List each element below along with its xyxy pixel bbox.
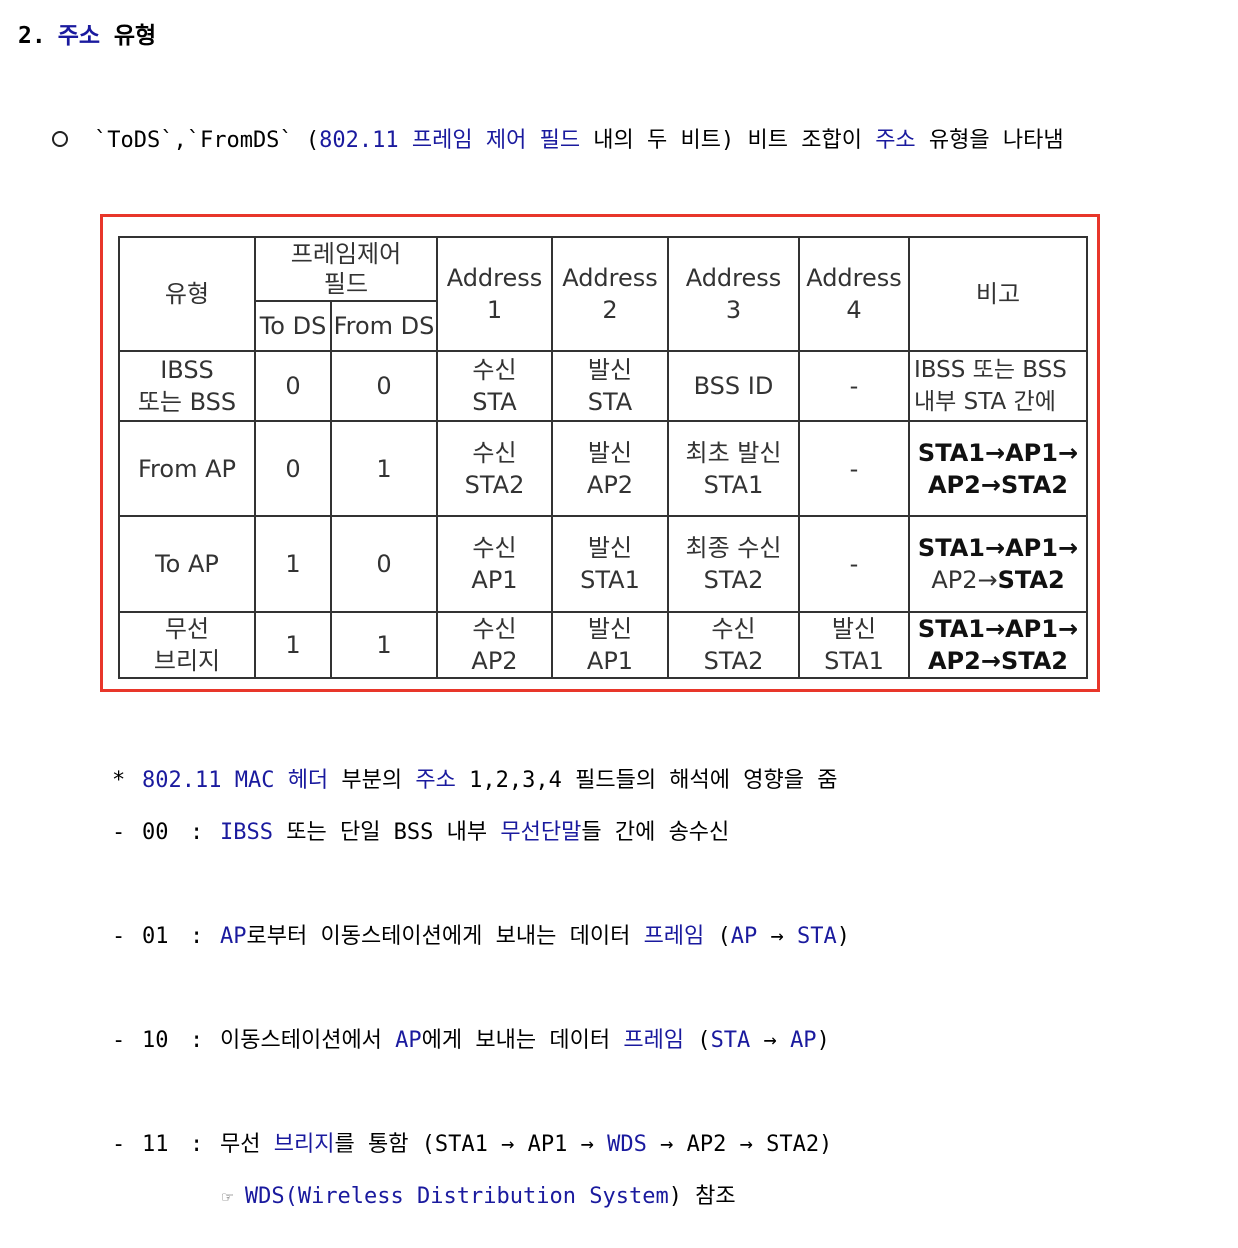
note-11-line: -11: 무선 브리지를 통함 (STA1 → AP1 → WDS → AP2 →… [112, 1132, 833, 1157]
section-heading: 2. 주소 유형 [18, 16, 156, 50]
header-frame-control: 프레임제어 필드 [254, 236, 438, 302]
cell-type: 무선 브리지 [118, 611, 256, 679]
header-row: 유형 프레임제어 필드 Address 1 Address 2 Address 3 Ad… [118, 236, 1088, 352]
cell-type: To AP [118, 515, 256, 613]
cell-from-ds: 0 [330, 515, 438, 613]
cell-to-ds: 0 [254, 350, 332, 422]
cell-address-2: 발신 STA [551, 350, 669, 422]
cell-address-2: 발신 STA1 [551, 515, 669, 613]
address-type-table: 유형 프레임제어 필드 Address 1 Address 2 Address 3 Ad… [118, 236, 1088, 679]
header-address-2: Address 2 [551, 236, 669, 352]
cell-type: IBSS 또는 BSS [118, 350, 256, 422]
header-subrow: To DS From DS [119, 300, 1087, 352]
heading-keyword: 주소 [57, 23, 101, 49]
header-address-4: Address 4 [798, 236, 910, 352]
wds-link[interactable]: WDS(Wireless Distribution System [244, 1184, 669, 1209]
wds-reference-line: ☞ WDS(Wireless Distribution System) 참조 [222, 1184, 736, 1209]
cell-address-4: - [798, 515, 910, 613]
table-row: To AP 1 0 수신 AP1 발신 STA1 최종 수신 STA2 - STA1→… [118, 515, 1088, 613]
cell-remark: STA1→AP1→ AP2→STA2 [908, 420, 1088, 517]
cell-address-2: 발신 AP2 [551, 420, 669, 517]
cell-address-4: - [798, 350, 910, 422]
pointing-hand-icon: ☞ [222, 1187, 233, 1208]
header-type: 유형 [118, 236, 256, 352]
cell-from-ds: 1 [330, 611, 438, 679]
table-row: 무선 브리지 1 1 수신 AP2 발신 AP1 수신 STA2 발신 STA1 STA1… [118, 611, 1088, 679]
cell-to-ds: 0 [254, 420, 332, 517]
table-figure-frame: 유형 프레임제어 필드 Address 1 Address 2 Address 3 Ad… [100, 214, 1100, 692]
bullet-keyword-2: 주소 [875, 128, 916, 153]
header-to-ds: To DS [254, 300, 332, 352]
circle-bullet-icon [52, 131, 68, 147]
cell-remark: IBSS 또는 BSS 내부 STA 간에 [908, 350, 1088, 422]
cell-address-4: - [798, 420, 910, 517]
note-00-line: -00: IBSS 또는 단일 BSS 내부 무선단말들 간에 송수신 [112, 820, 730, 845]
cell-address-3: 최초 발신 STA1 [667, 420, 800, 517]
bullet-text-3: 유형을 나타냄 [915, 128, 1064, 153]
cell-address-4: 발신 STA1 [798, 611, 910, 679]
note-10-line: -10: 이동스테이션에서 AP에게 보내는 데이터 프레임 (STA → AP) [112, 1028, 830, 1053]
header-address-3: Address 3 [667, 236, 800, 352]
note-star-line: * 802.11 MAC 헤더 부분의 주소 1,2,3,4 필드들의 해석에 영… [112, 768, 838, 793]
bullet-text-1: `ToDS`,`FromDS` ( [94, 128, 320, 153]
cell-address-1: 수신 AP1 [436, 515, 553, 613]
cell-to-ds: 1 [254, 515, 332, 613]
header-remark: 비고 [908, 236, 1088, 352]
cell-address-3: 수신 STA2 [667, 611, 800, 679]
section-number: 2. [18, 23, 46, 49]
header-from-ds: From DS [330, 300, 438, 352]
cell-to-ds: 1 [254, 611, 332, 679]
cell-address-1: 수신 AP2 [436, 611, 553, 679]
cell-address-2: 발신 AP1 [551, 611, 669, 679]
table-row: IBSS 또는 BSS 0 0 수신 STA 발신 STA BSS ID - IBSS… [118, 350, 1088, 422]
cell-remark: STA1→AP1→ AP2→STA2 [908, 611, 1088, 679]
cell-address-3: 최종 수신 STA2 [667, 515, 800, 613]
cell-address-1: 수신 STA [436, 350, 553, 422]
bullet-keyword-1: 802.11 프레임 제어 필드 [319, 128, 581, 153]
cell-remark: STA1→AP1→ AP2→STA2 [908, 515, 1088, 613]
table-row: From AP 0 1 수신 STA2 발신 AP2 최초 발신 STA1 - STA… [118, 420, 1088, 517]
bullet-text-2: 내의 두 비트) 비트 조합이 [580, 128, 876, 153]
cell-from-ds: 0 [330, 350, 438, 422]
cell-address-3: BSS ID [667, 350, 800, 422]
cell-type: From AP [118, 420, 256, 517]
cell-from-ds: 1 [330, 420, 438, 517]
bullet-line: `ToDS`,`FromDS` (802.11 프레임 제어 필드 내의 두 비… [52, 122, 1064, 154]
note-01-line: -01: AP로부터 이동스테이션에게 보내는 데이터 프레임 (AP → STA… [112, 924, 851, 949]
cell-address-1: 수신 STA2 [436, 420, 553, 517]
heading-text: 유형 [113, 23, 157, 49]
header-address-1: Address 1 [436, 236, 553, 352]
